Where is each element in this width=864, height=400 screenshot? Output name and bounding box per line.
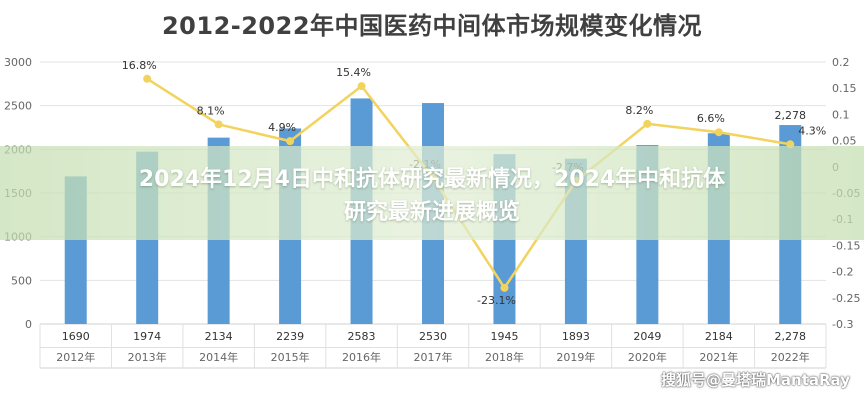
chart-title: 2012-2022年中国医药中间体市场规模变化情况: [161, 12, 703, 40]
watermark-text: 搜狐号@曼塔瑞MantaRay: [660, 371, 850, 389]
x-category-label: 2016年: [342, 350, 381, 364]
y-left-tick-label: 500: [11, 274, 32, 287]
y-right-tick-label: 0.2: [832, 56, 850, 69]
x-category-label: 2013年: [128, 350, 167, 364]
table-value-cell: 2239: [276, 330, 304, 343]
y-right-tick-label: -0.3: [832, 318, 853, 331]
x-category-label: 2015年: [271, 350, 310, 364]
table-value-cell: 1690: [62, 330, 90, 343]
x-category-label: 2019年: [556, 350, 595, 364]
x-category-label: 2014年: [199, 350, 238, 364]
x-category-label: 2012年: [56, 350, 95, 364]
table-value-cell: 2,278: [775, 330, 807, 343]
growth-point: [214, 120, 223, 129]
growth-data-label: 8.2%: [625, 104, 653, 117]
growth-point: [500, 283, 509, 292]
table-value-cell: 2184: [705, 330, 733, 343]
x-category-label: 2020年: [628, 350, 667, 364]
y-right-tick-label: -0.2: [832, 266, 853, 279]
table-value-cell: 2583: [348, 330, 376, 343]
overlay-headline-line2: 研究最新进展概览: [343, 200, 520, 225]
table-value-cell: 2049: [633, 330, 661, 343]
growth-data-label: -23.1%: [477, 294, 516, 307]
overlay-headline-line1: 2024年12月4日中和抗体研究最新情况，2024年中和抗体: [138, 167, 726, 192]
y-left-tick-label: 2500: [4, 100, 32, 113]
growth-data-label: 8.1%: [197, 104, 225, 117]
x-category-label: 2021年: [699, 350, 738, 364]
growth-data-label: 16.8%: [122, 59, 157, 72]
y-right-tick-label: 0.05: [832, 135, 857, 148]
x-category-label: 2018年: [485, 350, 524, 364]
growth-point: [714, 128, 723, 137]
growth-point: [643, 119, 652, 128]
growth-data-label: 6.6%: [697, 112, 725, 125]
growth-point: [357, 82, 366, 91]
table-value-cell: 2530: [419, 330, 447, 343]
overlay-banner: [0, 146, 864, 240]
y-left-tick-label: 3000: [4, 56, 32, 69]
growth-data-label: 4.9%: [268, 121, 296, 134]
bar-data-label: 2,278: [775, 109, 807, 122]
growth-point: [286, 137, 295, 146]
table-value-cell: 1945: [490, 330, 518, 343]
x-category-label: 2022年: [771, 350, 810, 364]
table-value-cell: 1893: [562, 330, 590, 343]
table-value-cell: 1974: [133, 330, 161, 343]
overlay-headline: 2024年12月4日中和抗体研究最新情况，2024年中和抗体 研究最新进展概览: [20, 163, 844, 229]
y-left-tick-label: 0: [25, 318, 32, 331]
y-right-tick-label: 0.1: [832, 108, 850, 121]
y-right-tick-label: -0.25: [832, 292, 860, 305]
y-right-tick-label: -0.15: [832, 239, 860, 252]
growth-data-label: 4.3%: [798, 124, 826, 137]
table-value-cell: 2134: [205, 330, 233, 343]
growth-point: [143, 74, 152, 83]
y-right-tick-label: 0.15: [832, 82, 857, 95]
x-category-label: 2017年: [414, 350, 453, 364]
growth-data-label: 15.4%: [336, 66, 371, 79]
